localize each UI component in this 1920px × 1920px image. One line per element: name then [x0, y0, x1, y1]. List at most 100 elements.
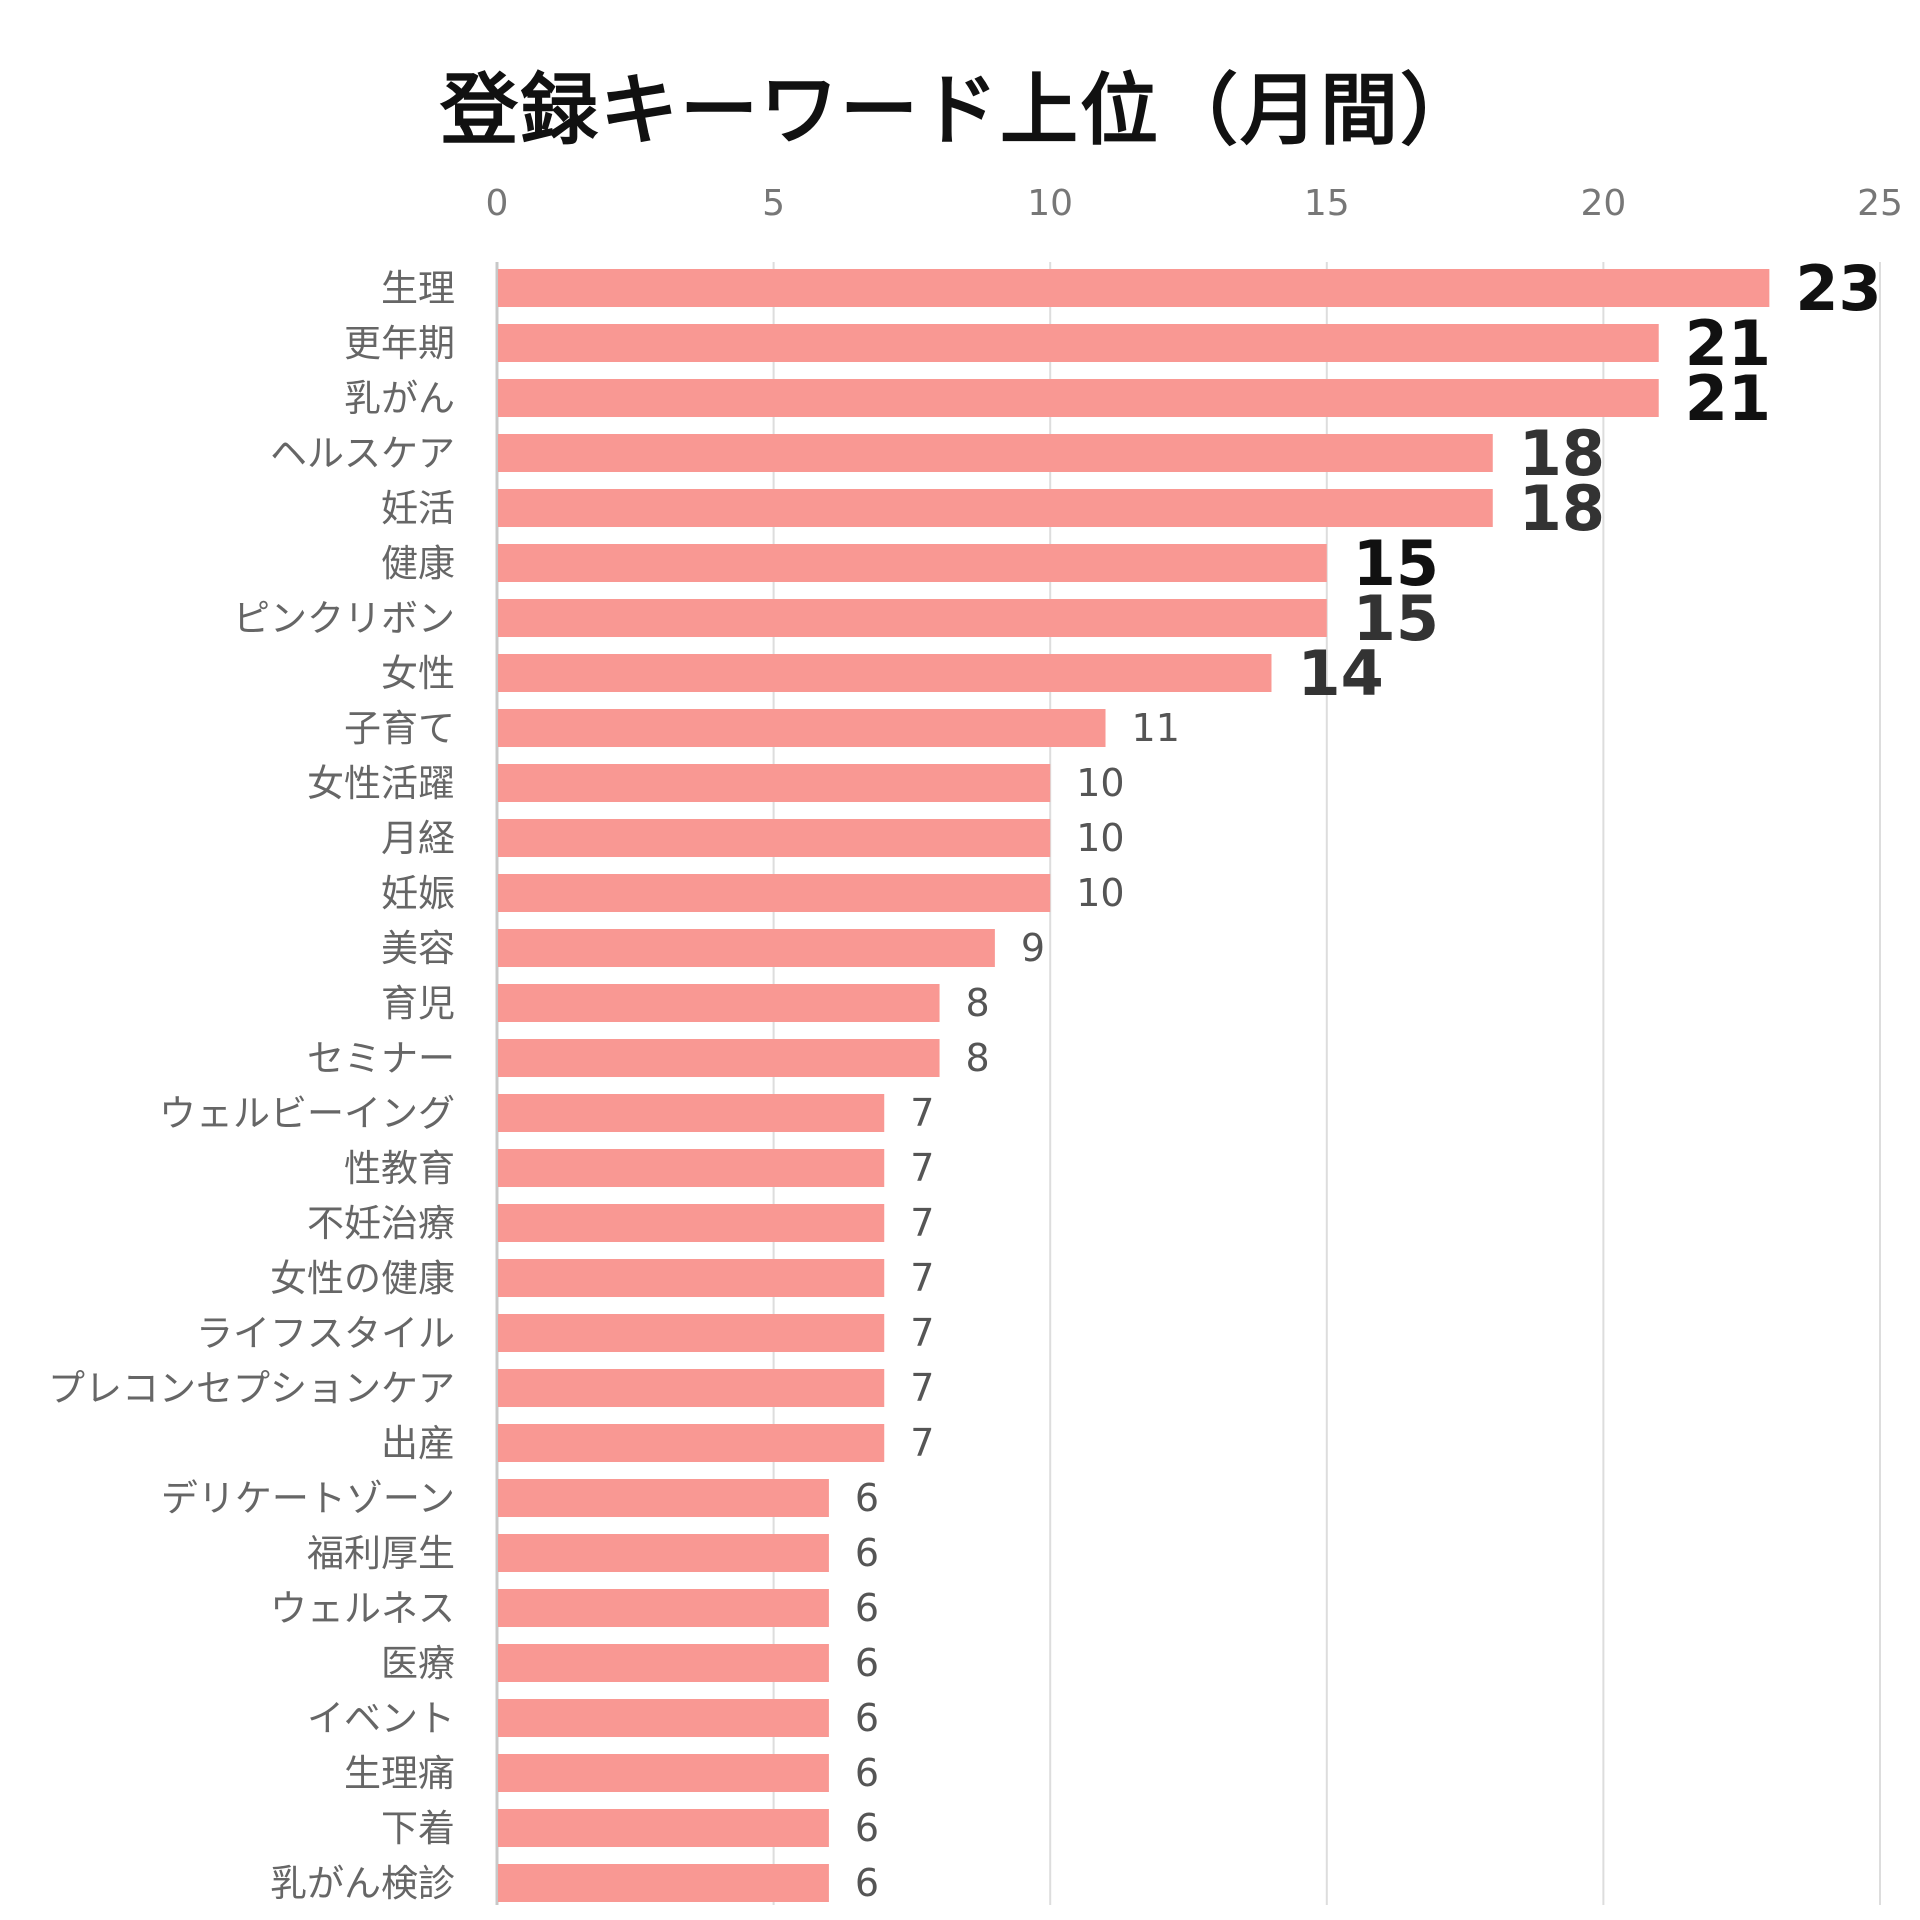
value-label-14: 8 [966, 1036, 990, 1080]
value-label-21: 7 [910, 1421, 934, 1465]
value-label-0: 23 [1795, 252, 1881, 325]
value-label-11: 10 [1076, 871, 1124, 915]
category-label-6: ピンクリボン [233, 597, 455, 640]
category-label-21: 出産 [381, 1422, 455, 1465]
category-label-4: 妊活 [381, 487, 455, 530]
chart-title: 登録キーワード上位（月間） [439, 66, 1480, 156]
bars [498, 269, 1770, 1902]
category-label-9: 女性活躍 [307, 762, 455, 805]
value-label-24: 6 [855, 1586, 879, 1630]
category-label-7: 女性 [381, 652, 455, 695]
value-labels: 2321211818151514111010109887777777666666… [855, 252, 1882, 1905]
bar-4 [498, 489, 1493, 527]
bar-9 [498, 764, 1051, 802]
category-label-0: 生理 [381, 267, 455, 310]
bar-7 [498, 654, 1272, 692]
value-label-16: 7 [910, 1146, 934, 1190]
bar-2 [498, 379, 1659, 417]
bar-6 [498, 599, 1327, 637]
bar-24 [498, 1589, 829, 1627]
value-label-9: 10 [1076, 761, 1124, 805]
tick-label-5: 5 [762, 183, 785, 224]
category-label-3: ヘルスケア [270, 432, 455, 475]
value-label-7: 14 [1297, 637, 1383, 710]
category-label-16: 性教育 [344, 1147, 455, 1190]
bar-0 [498, 269, 1770, 307]
tick-label-0: 0 [486, 183, 509, 224]
bar-10 [498, 819, 1051, 857]
bar-29 [498, 1864, 829, 1902]
bar-13 [498, 984, 940, 1022]
value-label-26: 6 [855, 1696, 879, 1740]
bar-17 [498, 1204, 885, 1242]
tick-label-20: 20 [1580, 183, 1626, 224]
value-label-1: 21 [1685, 307, 1771, 380]
bar-25 [498, 1644, 829, 1682]
category-label-11: 妊娠 [381, 872, 455, 915]
tick-label-25: 25 [1857, 183, 1903, 224]
bar-11 [498, 874, 1051, 912]
category-label-8: 子育て [344, 707, 455, 750]
value-label-2: 21 [1685, 362, 1771, 435]
category-label-25: 医療 [381, 1642, 455, 1685]
bar-5 [498, 544, 1327, 582]
category-label-17: 不妊治療 [307, 1202, 455, 1245]
bar-14 [498, 1039, 940, 1077]
grid-lines [495, 262, 1881, 1905]
value-label-8: 11 [1132, 706, 1180, 750]
value-label-19: 7 [910, 1311, 934, 1355]
value-label-29: 6 [855, 1861, 879, 1905]
value-label-25: 6 [855, 1641, 879, 1685]
category-label-14: セミナー [307, 1037, 455, 1080]
value-label-18: 7 [910, 1256, 934, 1300]
bar-19 [498, 1314, 885, 1352]
value-label-3: 18 [1519, 417, 1605, 490]
bar-28 [498, 1809, 829, 1847]
value-label-15: 7 [910, 1091, 934, 1135]
bar-27 [498, 1754, 829, 1792]
value-label-20: 7 [910, 1366, 934, 1410]
bar-26 [498, 1699, 829, 1737]
category-label-29: 乳がん検診 [270, 1862, 455, 1905]
tick-label-10: 10 [1027, 183, 1073, 224]
value-label-13: 8 [966, 981, 990, 1025]
category-label-22: デリケートゾーン [161, 1477, 455, 1520]
value-label-6: 15 [1353, 582, 1439, 655]
category-label-26: イベント [307, 1697, 455, 1740]
tick-label-15: 15 [1304, 183, 1350, 224]
value-label-17: 7 [910, 1201, 934, 1245]
category-label-28: 下着 [381, 1807, 455, 1850]
category-label-1: 更年期 [344, 322, 455, 365]
bar-15 [498, 1094, 885, 1132]
bar-22 [498, 1479, 829, 1517]
bar-16 [498, 1149, 885, 1187]
category-label-12: 美容 [381, 927, 455, 970]
bar-8 [498, 709, 1106, 747]
bar-3 [498, 434, 1493, 472]
bar-12 [498, 929, 995, 967]
bar-23 [498, 1534, 829, 1572]
bar-1 [498, 324, 1659, 362]
bar-21 [498, 1424, 885, 1462]
bar-20 [498, 1369, 885, 1407]
value-label-5: 15 [1353, 527, 1439, 600]
value-label-23: 6 [855, 1531, 879, 1575]
value-label-4: 18 [1519, 472, 1605, 545]
bar-18 [498, 1259, 885, 1297]
category-label-27: 生理痛 [344, 1752, 455, 1795]
category-label-20: プレコンセプションケア [48, 1367, 455, 1410]
value-label-28: 6 [855, 1806, 879, 1850]
value-label-10: 10 [1076, 816, 1124, 860]
category-label-24: ウェルネス [270, 1587, 455, 1630]
category-label-23: 福利厚生 [307, 1532, 455, 1575]
value-label-12: 9 [1021, 926, 1045, 970]
category-label-5: 健康 [381, 542, 455, 585]
category-label-10: 月経 [381, 817, 455, 860]
category-label-2: 乳がん [344, 377, 455, 420]
value-label-27: 6 [855, 1751, 879, 1795]
category-labels: 生理更年期乳がんヘルスケア妊活健康ピンクリボン女性子育て女性活躍月経妊娠美容育児… [48, 267, 455, 1905]
category-label-18: 女性の健康 [270, 1257, 455, 1300]
value-label-22: 6 [855, 1476, 879, 1520]
x-axis-ticks: 0 5 10 15 20 25 [486, 183, 1903, 224]
